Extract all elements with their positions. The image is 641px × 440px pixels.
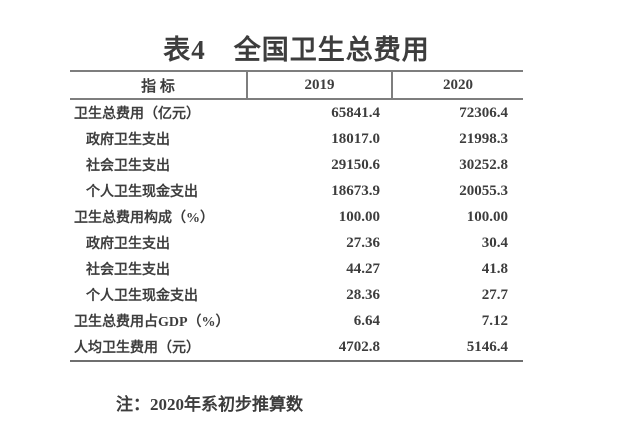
table-row: 社会卫生支出 29150.6 30252.8 xyxy=(70,152,523,178)
header-2019: 2019 xyxy=(248,72,393,98)
value-2019: 28.36 xyxy=(346,286,380,303)
value-2019: 44.27 xyxy=(346,260,380,277)
table-row: 政府卫生支出 18017.0 21998.3 xyxy=(70,126,523,152)
table-row: 卫生总费用（亿元） 65841.4 72306.4 xyxy=(70,100,523,126)
row-label: 个人卫生现金支出 xyxy=(86,185,198,200)
value-2020: 30.4 xyxy=(481,234,508,251)
row-label: 社会卫生支出 xyxy=(86,159,170,174)
value-2020: 21998.3 xyxy=(459,130,508,147)
value-2019: 65841.4 xyxy=(331,104,380,121)
row-label: 卫生总费用构成（%） xyxy=(74,211,214,226)
row-label: 卫生总费用占GDP（%） xyxy=(74,315,230,330)
value-2020: 30252.8 xyxy=(459,156,508,173)
row-label: 社会卫生支出 xyxy=(86,263,170,278)
health-expenditure-table: 指 标 2019 2020 卫生总费用（亿元） 65841.4 72306.4 … xyxy=(70,70,523,362)
row-label: 人均卫生费用（元） xyxy=(74,341,200,356)
value-2019: 18673.9 xyxy=(331,182,380,199)
value-2020: 5146.4 xyxy=(466,338,508,355)
value-2020: 20055.3 xyxy=(459,182,508,199)
header-2020: 2020 xyxy=(443,76,473,93)
table-row: 人均卫生费用（元） 4702.8 5146.4 xyxy=(70,334,523,360)
value-2019: 27.36 xyxy=(346,234,380,251)
value-2019: 100.00 xyxy=(338,208,380,225)
table-row: 政府卫生支出 27.36 30.4 xyxy=(70,230,523,256)
row-label: 政府卫生支出 xyxy=(86,237,170,252)
value-2019: 18017.0 xyxy=(331,130,380,147)
value-2019: 6.64 xyxy=(353,312,380,329)
row-label: 个人卫生现金支出 xyxy=(86,289,198,304)
row-label: 政府卫生支出 xyxy=(86,133,170,148)
table-row: 卫生总费用构成（%） 100.00 100.00 xyxy=(70,204,523,230)
header-indicator: 指 标 xyxy=(70,72,248,98)
table-row: 社会卫生支出 44.27 41.8 xyxy=(70,256,523,282)
table-body: 卫生总费用（亿元） 65841.4 72306.4 政府卫生支出 18017.0… xyxy=(70,100,523,362)
table-row: 卫生总费用占GDP（%） 6.64 7.12 xyxy=(70,308,523,334)
value-2020: 27.7 xyxy=(481,286,508,303)
value-2019: 4702.8 xyxy=(338,338,380,355)
table-header-row: 指 标 2019 2020 xyxy=(70,70,523,100)
value-2020: 72306.4 xyxy=(459,104,508,121)
table-row: 个人卫生现金支出 28.36 27.7 xyxy=(70,282,523,308)
value-2020: 7.12 xyxy=(481,312,508,329)
value-2020: 41.8 xyxy=(481,260,508,277)
table-row: 个人卫生现金支出 18673.9 20055.3 xyxy=(70,178,523,204)
value-2019: 29150.6 xyxy=(331,156,380,173)
value-2020: 100.00 xyxy=(466,208,508,225)
footnote: 注：2020年系初步推算数 xyxy=(116,395,303,414)
row-label: 卫生总费用（亿元） xyxy=(74,107,200,122)
page-title: 表4 全国卫生总费用 xyxy=(163,35,430,65)
